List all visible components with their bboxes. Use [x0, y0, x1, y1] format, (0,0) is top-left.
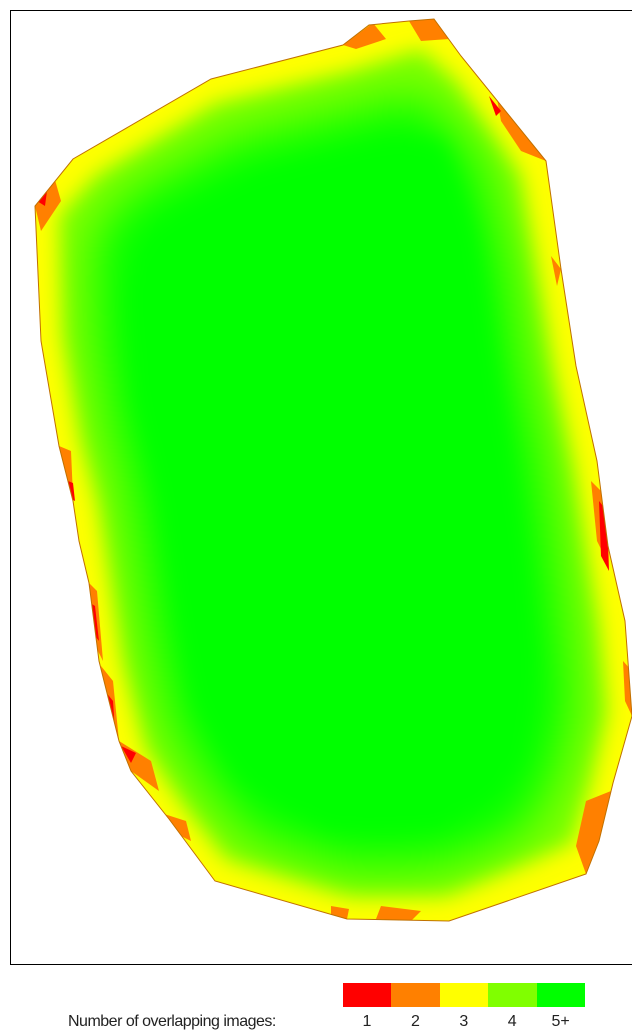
- overlap-spot-top-left-corner: [343, 23, 386, 49]
- overlap-map-canvas: [34, 18, 632, 922]
- survey-area-boundary: [34, 18, 632, 922]
- legend-caption: Number of overlapping images:: [68, 1013, 276, 1030]
- overlap-map: [10, 10, 632, 965]
- overlap-spot-right-mid-1: [551, 256, 561, 286]
- legend-color-bar: [343, 983, 585, 1007]
- overlap-spot-right-upper-red: [489, 96, 501, 116]
- legend-label-5plus: 5+: [551, 1013, 570, 1030]
- legend-label-1: 1: [362, 1013, 372, 1030]
- legend-label-3: 3: [459, 1013, 469, 1030]
- overlap-zone-5plus-center: [133, 141, 531, 826]
- legend-swatch-5plus: [536, 983, 585, 1007]
- overlap-spot-bottom-1: [376, 906, 421, 921]
- legend-swatch-2: [391, 983, 440, 1007]
- overlap-spot-bottom-right: [576, 791, 611, 874]
- overlap-legend: Number of overlapping images: 1 2 3 4 5+: [0, 983, 633, 1032]
- overlap-spot-left-upper: [35, 173, 61, 231]
- overlap-spot-top-right-corner: [409, 19, 449, 41]
- legend-label-4: 4: [507, 1013, 517, 1030]
- legend-label-2: 2: [410, 1013, 420, 1030]
- legend-swatch-3: [439, 983, 489, 1007]
- overlap-spot-bottom-left-red: [121, 746, 136, 763]
- legend-swatch-4: [488, 983, 537, 1007]
- legend-labels: 1 2 3 4 5+: [343, 1013, 585, 1031]
- legend-swatch-1: [343, 983, 392, 1007]
